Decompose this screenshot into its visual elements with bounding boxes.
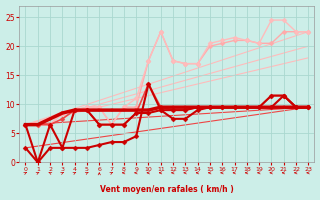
X-axis label: Vent moyen/en rafales ( km/h ): Vent moyen/en rafales ( km/h ) — [100, 185, 234, 194]
